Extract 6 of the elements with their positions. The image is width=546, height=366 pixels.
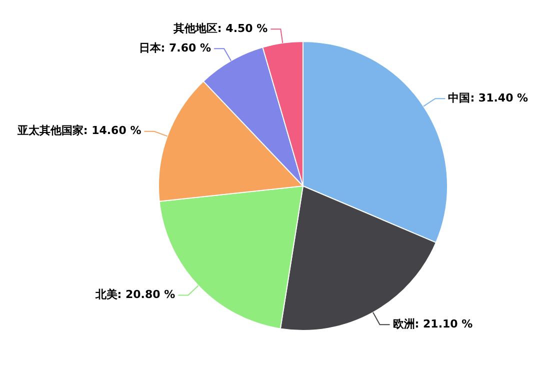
slice-label: 日本: 7.60 % [138, 41, 212, 54]
slice-label: 北美: 20.80 % [94, 288, 176, 302]
slice-label: 亚太其他国家: 14.60 % [16, 124, 142, 138]
slice-label: 其他地区: 4.50 % [172, 22, 268, 35]
slice-label: 欧洲: 21.10 % [392, 318, 473, 331]
slice-label: 中国: 31.40 % [448, 91, 528, 104]
